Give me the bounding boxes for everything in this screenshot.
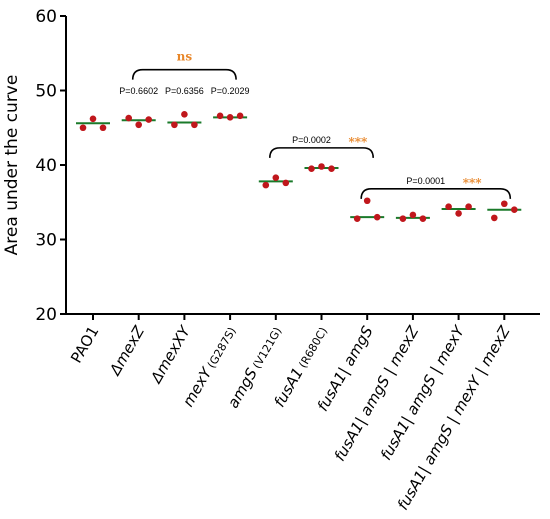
category-label-main: fusA1 <box>270 364 307 410</box>
y-tick-label: 20 <box>35 305 57 325</box>
y-tick-label: 60 <box>35 7 57 27</box>
data-point <box>445 203 452 211</box>
y-tick-label: 40 <box>35 156 57 176</box>
category-label-main: amgS <box>224 365 261 412</box>
category-label-main: PAO1 <box>67 323 102 366</box>
significance-label: ns <box>177 50 193 64</box>
y-axis-label: Area under the curve <box>2 75 22 256</box>
p-value-label: P=0.6602 <box>119 86 158 96</box>
data-point <box>465 203 472 211</box>
data-point <box>491 214 498 222</box>
data-point <box>89 115 97 123</box>
data-point <box>145 116 152 123</box>
p-value-label: P=0.2029 <box>211 86 250 96</box>
category-label-main: fusA1| amgS | mexY <box>377 321 469 463</box>
category-label: fusA1| amgS | mexY <box>377 321 469 463</box>
category-label-main: fusA1| amgS | mexZ <box>330 322 422 464</box>
category-labels: PAO1 ΔmexZΔmexXYmexY(G287S)amgS(V121G)fus… <box>67 321 514 513</box>
significance-bracket <box>269 147 374 158</box>
annotations: P=0.6602 P=0.6356 P=0.2029 ns P=0.0002 *** P=0… <box>119 50 512 199</box>
data-point <box>353 215 361 222</box>
data-point <box>363 197 371 205</box>
data-point <box>328 165 335 173</box>
data-point <box>373 213 381 221</box>
data-point <box>501 200 508 208</box>
y-tick-label: 30 <box>35 231 57 251</box>
category-label-sub: (R680C) <box>296 325 330 370</box>
significance-stars: *** <box>349 135 369 149</box>
data-point <box>409 211 417 219</box>
data-point <box>99 124 107 132</box>
p-value-label: P=0.6356 <box>165 86 204 96</box>
data-point <box>171 121 178 129</box>
significance-stars: *** <box>463 176 483 190</box>
category-label: ΔmexZ <box>105 322 148 379</box>
category-label: fusA1| amgS | mexZ <box>330 322 422 464</box>
data-point <box>308 165 315 173</box>
data-point <box>79 124 87 132</box>
significance-bracket <box>360 188 512 199</box>
category-label-main: ΔmexZ <box>105 322 148 379</box>
data-point <box>181 111 188 118</box>
p-value-label: P=0.0001 <box>406 176 445 186</box>
category-label: PAO1 <box>67 323 102 366</box>
category-label: ΔmexXY <box>147 321 195 387</box>
category-label-sub: (V121G) <box>250 325 284 371</box>
data-point <box>399 215 407 222</box>
data-point <box>511 206 518 213</box>
data-point <box>191 121 198 129</box>
data-point <box>282 179 290 187</box>
data-point <box>135 121 142 129</box>
category-label-main: ΔmexXY <box>147 321 195 387</box>
data-point <box>216 112 224 120</box>
p-value-label: P=0.0002 <box>292 135 331 145</box>
category-label-main: mexY <box>179 363 216 410</box>
data-point <box>318 163 325 170</box>
data-point <box>419 215 427 222</box>
y-tick-label: 50 <box>35 82 57 102</box>
y-axis: 20 30 40 50 60 <box>35 7 67 325</box>
significance-bracket <box>131 68 237 80</box>
data-point <box>262 181 270 189</box>
x-axis <box>66 313 540 320</box>
category-label-sub: (G287S) <box>205 325 239 371</box>
data-point <box>455 210 462 217</box>
data-point <box>125 114 132 122</box>
data-point <box>272 174 280 181</box>
data-marks <box>76 111 522 222</box>
data-point <box>236 112 244 120</box>
data-point <box>226 114 234 121</box>
